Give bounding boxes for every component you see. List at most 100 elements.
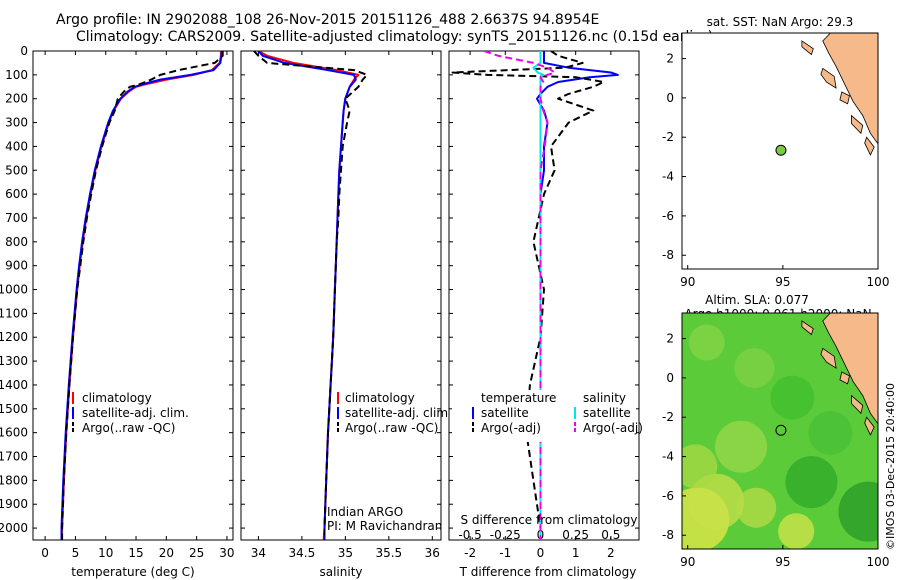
difference-legend-bg bbox=[452, 390, 636, 442]
legend-climatology: climatology bbox=[82, 391, 152, 405]
sla-patch bbox=[714, 420, 767, 473]
x-tick-label: -2 bbox=[464, 546, 476, 560]
x2-tick-label: -0.25 bbox=[490, 528, 521, 542]
y-tick-label: 1500 bbox=[0, 402, 28, 416]
x-tick-label: 2 bbox=[607, 546, 615, 560]
map-y-tick-label: -6 bbox=[662, 489, 674, 503]
map-x-tick-label: 90 bbox=[680, 555, 695, 569]
sst-map-land bbox=[801, 33, 878, 156]
x-tick-label: 1 bbox=[572, 546, 580, 560]
sla-map: Altim. SLA: 0.077 Argo h1000: 0.061 h200… bbox=[662, 293, 890, 569]
map-y-tick-label: -6 bbox=[662, 209, 674, 223]
map-y-tick-label: -2 bbox=[662, 130, 674, 144]
map-y-tick-label: 2 bbox=[666, 332, 674, 346]
sst-map-title: sat. SST: NaN Argo: 29.3 bbox=[707, 15, 854, 29]
legend-salinity-head: salinity bbox=[583, 391, 626, 405]
x-tick-label: 0 bbox=[537, 546, 545, 560]
y-tick-label: 1700 bbox=[0, 450, 28, 464]
sla-patch bbox=[688, 473, 745, 530]
salinity-panel: 34 34.5 35 35.5 36 salinity climatology sate… bbox=[240, 50, 452, 579]
legend-argo-raw-2: Argo(..raw -QC) bbox=[345, 421, 438, 435]
x2-tick-label: 0.25 bbox=[562, 528, 589, 542]
y-tick-label: 2000 bbox=[0, 521, 28, 535]
t-difference-xlabel: T difference from climatology bbox=[459, 565, 637, 579]
temperature-panel: 0100200300400500600700800900100011001200… bbox=[0, 44, 235, 579]
island bbox=[839, 371, 850, 385]
island bbox=[839, 91, 850, 105]
map-y-tick-label: 0 bbox=[666, 371, 674, 385]
difference-legend: temperature salinity satellite satellite… bbox=[472, 391, 643, 435]
legend-satellite-clim-2: satellite-adj. clim. bbox=[345, 406, 452, 420]
sla-map-border bbox=[681, 312, 879, 550]
salinity-xlabel: salinity bbox=[319, 565, 362, 579]
sst-map-border bbox=[681, 32, 879, 270]
temperature-xlabel: temperature (deg C) bbox=[71, 565, 194, 579]
map-y-tick-label: -2 bbox=[662, 410, 674, 424]
y-tick-label: 1000 bbox=[0, 283, 28, 297]
sla-patch bbox=[838, 481, 878, 542]
series-argo-raw-qc bbox=[253, 51, 369, 540]
map-x-tick-label: 100 bbox=[867, 275, 890, 289]
map-y-tick-label: -8 bbox=[662, 248, 674, 262]
legend-s-satellite: satellite bbox=[583, 406, 631, 420]
sla-patch bbox=[778, 513, 815, 549]
temperature-legend: climatology satellite-adj. clim. Argo(..… bbox=[72, 391, 189, 435]
island bbox=[820, 67, 837, 89]
y-tick-label: 1900 bbox=[0, 497, 28, 511]
x-tick-label: 35.5 bbox=[375, 546, 402, 560]
legend-argo-raw: Argo(..raw -QC) bbox=[82, 421, 175, 435]
difference-plot-frame bbox=[448, 50, 640, 541]
sla-patch bbox=[808, 410, 853, 455]
x-tick-label: 20 bbox=[159, 546, 174, 560]
sla-patch bbox=[770, 375, 815, 420]
x-tick-label: 15 bbox=[128, 546, 143, 560]
island bbox=[851, 114, 864, 135]
temperature-plot-frame bbox=[32, 50, 234, 541]
y-tick-label: 1400 bbox=[0, 378, 28, 392]
island bbox=[820, 347, 837, 369]
x-tick-label: 34.5 bbox=[289, 546, 316, 560]
indian-argo-label: Indian ARGO bbox=[327, 505, 403, 519]
map-y-tick-label: 2 bbox=[666, 52, 674, 66]
sumatra-coast bbox=[822, 313, 878, 425]
pi-label: PI: M Ravichandran bbox=[327, 519, 442, 533]
map-x-tick-label: 100 bbox=[867, 555, 890, 569]
x-tick-label: -1 bbox=[499, 546, 511, 560]
legend-t-argo: Argo(-adj) bbox=[481, 421, 541, 435]
island bbox=[864, 416, 875, 436]
x2-tick-label: -0.5 bbox=[458, 528, 481, 542]
y-tick-label: 700 bbox=[5, 211, 28, 225]
map-x-tick-label: 95 bbox=[775, 275, 790, 289]
island bbox=[864, 136, 875, 156]
x-tick-label: 34 bbox=[251, 546, 266, 560]
map-y-tick-label: -4 bbox=[662, 450, 674, 464]
sla-patch bbox=[682, 444, 718, 489]
y-tick-label: 100 bbox=[5, 68, 28, 82]
map-x-tick-label: 95 bbox=[775, 555, 790, 569]
island bbox=[801, 40, 814, 56]
title-line-1: Argo profile: IN 2902088_108 26-Nov-2015… bbox=[56, 12, 600, 28]
legend-s-argo: Argo(-adj) bbox=[583, 421, 643, 435]
y-tick-label: 800 bbox=[5, 235, 28, 249]
sst-argo-marker bbox=[775, 144, 787, 156]
y-tick-label: 400 bbox=[5, 139, 28, 153]
y-tick-label: 900 bbox=[5, 259, 28, 273]
sla-patch bbox=[736, 487, 777, 528]
island bbox=[801, 320, 814, 336]
sla-patch bbox=[688, 324, 725, 361]
island bbox=[851, 394, 864, 415]
y-tick-label: 600 bbox=[5, 187, 28, 201]
difference-panel: -2 -1 0 1 2-0.5 -0.25 0 0.25 0.5 temperature sal… bbox=[448, 50, 643, 579]
legend-satellite-clim: satellite-adj. clim. bbox=[82, 406, 189, 420]
map-y-tick-label: 0 bbox=[666, 91, 674, 105]
salinity-legend: climatology satellite-adj. clim. Argo(..… bbox=[337, 391, 452, 435]
sla-map-title-1: Altim. SLA: 0.077 bbox=[705, 293, 809, 307]
sla-argo-marker bbox=[775, 424, 787, 436]
sst-map: sat. SST: NaN Argo: 29.3 90 95 100 2 0 -2 -4 -6… bbox=[662, 15, 889, 289]
map-y-tick-label: -8 bbox=[662, 528, 674, 542]
y-tick-label: 1200 bbox=[0, 330, 28, 344]
y-tick-label: 1600 bbox=[0, 426, 28, 440]
imos-credit: ©IMOS 03-Dec-2015 20:40:00 bbox=[884, 383, 897, 550]
